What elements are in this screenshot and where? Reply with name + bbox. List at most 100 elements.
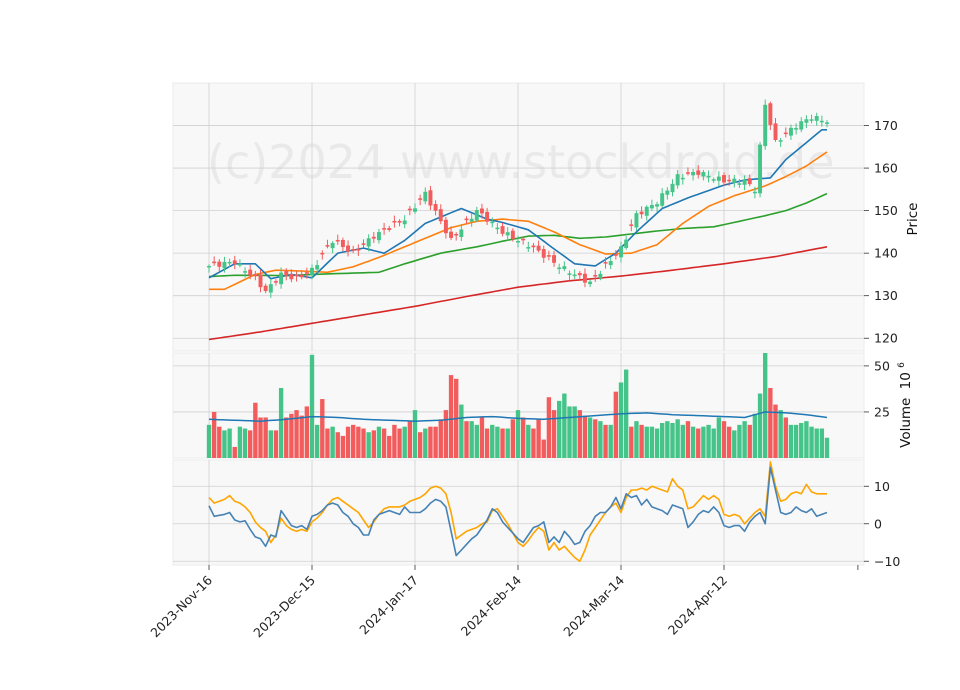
candle-body <box>212 261 217 264</box>
candle-body <box>325 245 330 247</box>
candle-body <box>402 220 407 225</box>
volume-tick-25-label: 25 <box>874 404 890 419</box>
candle-body <box>541 249 546 258</box>
volume-bar <box>278 388 284 458</box>
volume-bar <box>258 417 263 458</box>
volume-bar <box>690 426 696 458</box>
volume-bar <box>721 421 727 458</box>
candle-body <box>284 271 289 276</box>
candle-body <box>459 229 464 238</box>
volume-bar <box>299 415 304 458</box>
volume-bar <box>711 428 716 458</box>
candle-body <box>598 273 603 279</box>
volume-bar <box>680 424 685 458</box>
candle-body <box>701 172 706 177</box>
volume-bar <box>361 428 366 458</box>
volume-bar <box>598 421 603 458</box>
volume-bar <box>443 410 449 458</box>
volume-axis-unit-base: 10 <box>898 372 914 389</box>
volume-bar <box>814 428 819 458</box>
volume-bar <box>608 424 613 458</box>
candle-body <box>577 273 582 276</box>
candle-body <box>572 274 577 277</box>
x-tick-label-4: 2024-Mar-14 <box>560 572 627 639</box>
candle-body <box>567 273 572 275</box>
candle-body <box>217 261 222 267</box>
candle-body <box>289 274 294 280</box>
candle-body <box>479 208 484 214</box>
candle-body <box>397 220 402 223</box>
volume-bar <box>520 417 526 458</box>
volume-bar <box>490 424 495 458</box>
candle-body <box>490 221 495 224</box>
candle-body <box>608 261 613 266</box>
candle-body <box>474 210 479 221</box>
candle-body <box>773 123 778 141</box>
candle-body <box>711 179 716 181</box>
candle-body <box>665 190 670 195</box>
volume-bar <box>412 410 418 458</box>
volume-bar <box>567 406 572 458</box>
volume-bar <box>433 426 438 458</box>
volume-average-line <box>208 411 828 422</box>
price-axis-label: Price <box>905 203 921 236</box>
volume-bar <box>273 430 279 458</box>
price-tick-170-label: 170 <box>874 118 898 133</box>
candle-body <box>582 273 587 283</box>
volume-bar <box>227 428 232 458</box>
candle-body <box>371 236 376 239</box>
candle-body <box>670 183 675 193</box>
candle-body <box>485 211 490 222</box>
volume-bar <box>211 411 217 458</box>
volume-bar <box>474 424 479 458</box>
volume-bar <box>304 406 310 458</box>
candle-body <box>758 144 763 194</box>
candle-body <box>634 213 639 228</box>
candle-body <box>546 255 551 257</box>
volume-tick-50-label: 50 <box>874 358 890 373</box>
volume-bar <box>376 426 382 458</box>
volume-bar <box>484 428 490 458</box>
volume-bar <box>237 426 243 458</box>
volume-bar <box>660 423 665 458</box>
price-tick-150-label: 150 <box>874 203 898 218</box>
candle-body <box>351 249 356 251</box>
volume-bar <box>289 413 294 458</box>
candle-body <box>629 224 634 226</box>
candle-body <box>655 204 660 207</box>
candle-body <box>613 254 618 256</box>
volume-bar <box>526 424 531 458</box>
osc-tick--10-label: −10 <box>874 554 900 569</box>
candle-body <box>588 281 593 285</box>
candle-body <box>237 263 242 266</box>
volume-bar <box>345 426 351 458</box>
volume-bar <box>366 432 371 458</box>
volume-bar <box>603 424 608 458</box>
candle-body <box>804 119 809 123</box>
candle-body <box>335 239 340 242</box>
candle-body <box>315 265 320 270</box>
volume-axis-unit-exponent: 6 <box>897 362 907 368</box>
volume-bar <box>284 417 289 458</box>
volume-bar <box>340 435 346 458</box>
volume-ma-line <box>208 411 828 422</box>
candle-body <box>809 119 814 121</box>
volume-bar <box>531 428 536 458</box>
candle-body <box>778 140 783 142</box>
volume-bar <box>320 399 325 458</box>
volume-bar <box>551 410 557 458</box>
volume-bar <box>448 375 454 458</box>
oscillator-panel-background <box>172 459 865 566</box>
volume-bar <box>402 426 407 458</box>
candle-body <box>469 218 474 222</box>
volume-bar <box>654 428 660 458</box>
candle-body <box>814 116 819 121</box>
candle-body <box>752 191 757 194</box>
volume-bar <box>206 424 212 458</box>
volume-bar <box>824 437 830 458</box>
candle-body <box>340 239 345 248</box>
volume-bar <box>726 426 732 458</box>
candle-body <box>788 127 793 136</box>
volume-bar <box>706 424 711 458</box>
candle-body <box>253 274 258 277</box>
